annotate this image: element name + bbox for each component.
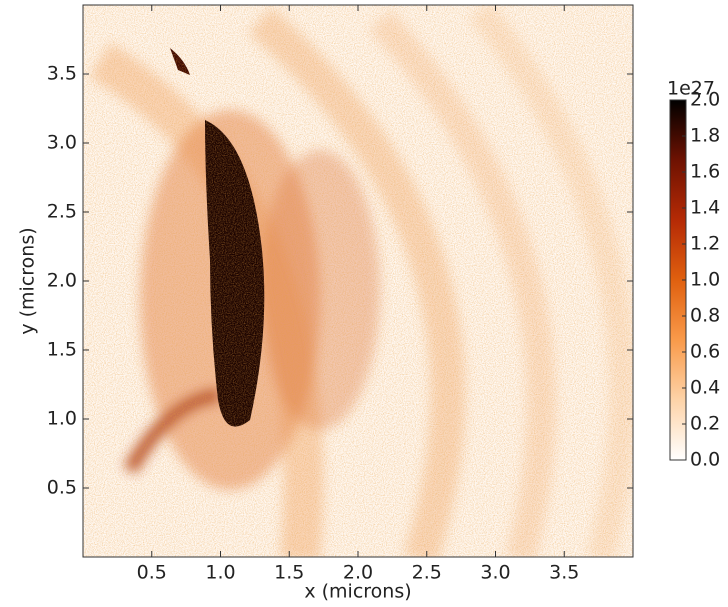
colorbar-tick-label: 1.8: [690, 125, 720, 147]
x-tick-label: 0.5: [137, 562, 167, 584]
x-tick-label: 2.0: [343, 562, 373, 584]
colorbar-tick-label: 0.4: [690, 377, 720, 399]
y-tick-label: 3.0: [47, 132, 77, 154]
colorbar-tick-label: 0.6: [690, 341, 720, 363]
y-tick-label: 3.5: [47, 63, 77, 85]
x-tick-label: 2.5: [412, 562, 442, 584]
colorbar-tick-label: 1.4: [690, 197, 720, 219]
x-tick-label: 1.5: [274, 562, 304, 584]
y-axis-label: y (microns): [17, 227, 39, 334]
colorbar-tick-label: 1.2: [690, 233, 720, 255]
y-tick-label: 1.5: [47, 339, 77, 361]
colorbar-tick-label: 1.6: [690, 161, 720, 183]
y-tick-label: 2.5: [47, 201, 77, 223]
colorbar-tick-label: 1.0: [690, 269, 720, 291]
x-tick-label: 1.0: [205, 562, 235, 584]
colorbar-tick-label: 2.0: [690, 89, 720, 111]
y-tick-label: 0.5: [47, 477, 77, 499]
x-tick-label: 3.5: [549, 562, 579, 584]
colorbar-tick-label: 0.2: [690, 413, 720, 435]
colorbar-tick-label: 0.8: [690, 305, 720, 327]
y-tick-label: 1.0: [47, 408, 77, 430]
x-axis-label: x (microns): [304, 581, 411, 603]
heatmap: [83, 5, 633, 560]
chart: x (microns) y (microns) 1e27 0.51.01.52.…: [0, 0, 728, 607]
x-tick-label: 3.0: [480, 562, 510, 584]
y-tick-label: 2.0: [47, 270, 77, 292]
colorbar-tick-label: 0.0: [690, 449, 720, 471]
